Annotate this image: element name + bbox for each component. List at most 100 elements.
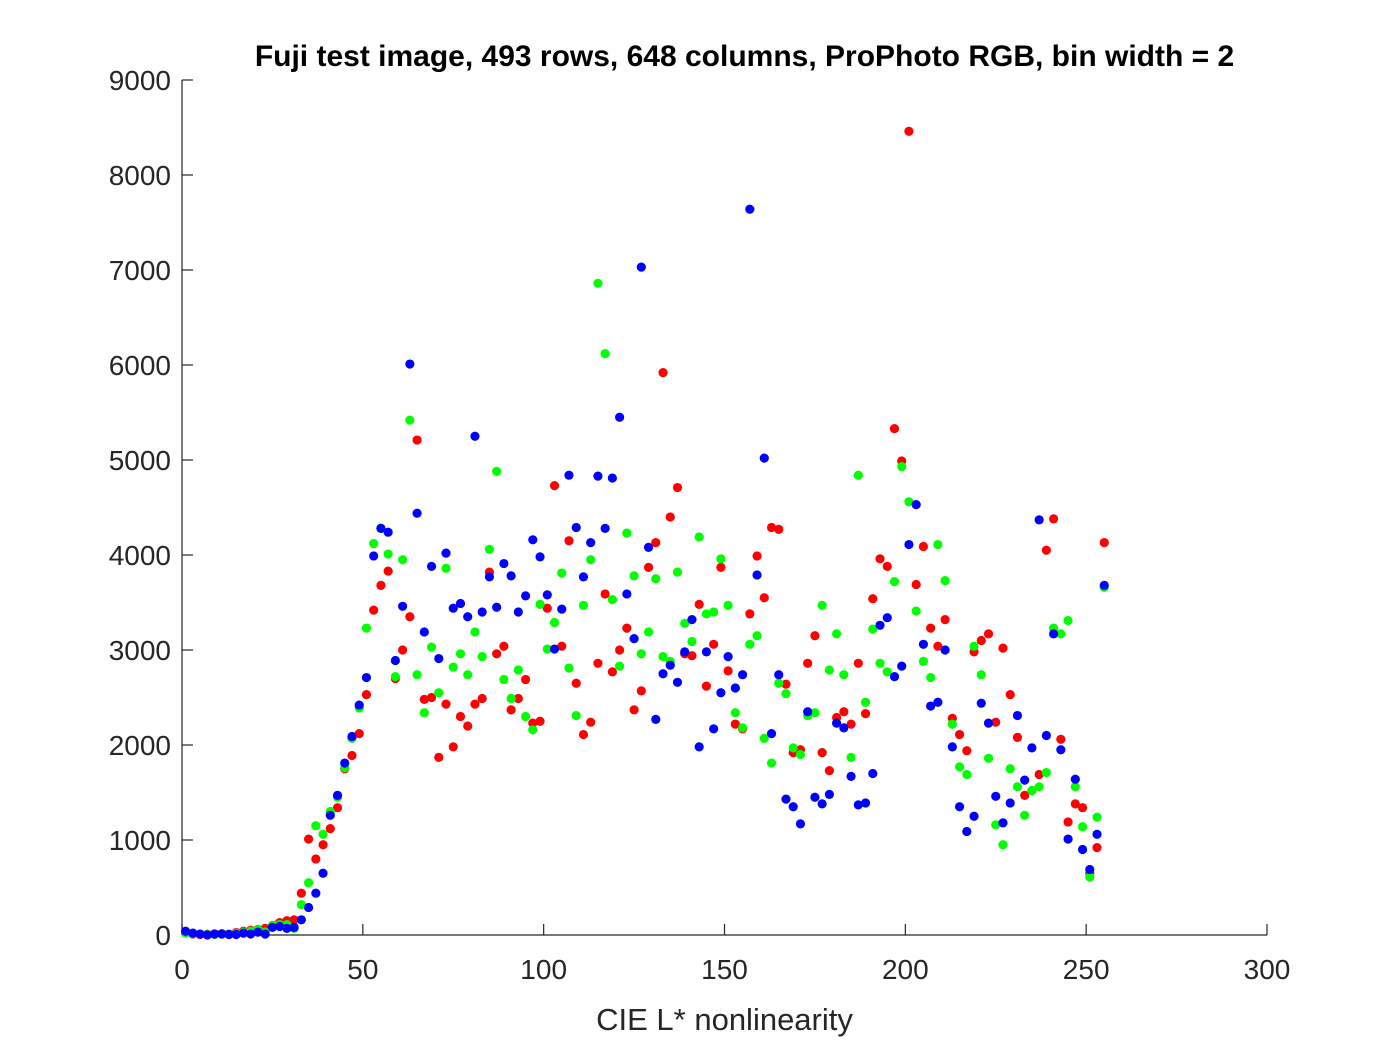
data-point [426, 692, 437, 703]
data-point [607, 667, 617, 677]
data-point [759, 733, 769, 743]
data-point [318, 868, 328, 878]
data-point [419, 627, 429, 637]
data-point [766, 758, 777, 768]
data-point [853, 658, 863, 668]
y-tick-label: 3000 [109, 635, 171, 666]
data-point [600, 589, 610, 599]
data-point [1092, 829, 1102, 839]
data-point [354, 729, 364, 739]
y-tick-label: 2000 [109, 730, 171, 761]
data-point [774, 670, 784, 680]
data-point [246, 929, 256, 939]
data-point [680, 618, 690, 629]
data-point [463, 612, 473, 622]
data-point [940, 615, 950, 625]
data-point [781, 689, 791, 699]
data-point [962, 826, 972, 837]
data-point [940, 645, 950, 655]
data-point [672, 677, 683, 687]
data-point [803, 707, 813, 717]
data-point [687, 636, 697, 647]
data-point [1020, 775, 1030, 785]
data-point [730, 719, 740, 729]
data-point [441, 563, 451, 573]
data-point [1056, 745, 1066, 755]
data-point [434, 752, 444, 762]
data-point [1063, 817, 1073, 827]
data-point [1005, 764, 1015, 774]
data-point [904, 126, 914, 136]
data-point [911, 606, 921, 616]
data-point [832, 629, 842, 639]
x-tick-label: 250 [1063, 954, 1110, 985]
data-point [492, 466, 502, 476]
data-point [954, 729, 965, 740]
data-point [441, 699, 451, 709]
data-point [296, 900, 306, 910]
data-point [1027, 743, 1037, 753]
data-point [810, 631, 820, 641]
data-point [398, 645, 408, 655]
data-point [998, 818, 1008, 828]
data-point [875, 658, 885, 668]
data-point [499, 558, 509, 569]
data-point [752, 631, 762, 641]
data-point [759, 593, 769, 603]
data-point [940, 576, 950, 586]
axes: 0 50 100 150 200 250 300 0 1000 2000 3000 4000 5000… [109, 65, 1291, 985]
data-point [651, 574, 661, 584]
data-point [817, 600, 827, 610]
data-point [296, 915, 306, 925]
data-point [998, 643, 1008, 653]
data-point [839, 723, 849, 733]
data-point [933, 697, 943, 707]
data-point [766, 522, 777, 533]
data-point [745, 204, 755, 214]
data-point [586, 538, 596, 548]
data-point [998, 840, 1008, 850]
data-point [824, 789, 834, 800]
data-point [788, 802, 798, 812]
data-point [289, 915, 299, 925]
data-point [745, 639, 755, 649]
data-point [860, 697, 871, 707]
data-point [513, 693, 523, 704]
data-point [803, 658, 813, 668]
data-point [665, 512, 675, 522]
data-point [629, 634, 639, 644]
data-point [730, 683, 740, 693]
data-point [889, 672, 900, 682]
data-point [484, 544, 495, 554]
data-point [658, 669, 668, 679]
data-point [737, 670, 748, 680]
data-point [535, 599, 545, 610]
data-point [672, 482, 683, 493]
data-point [434, 653, 444, 664]
data-point [636, 649, 646, 659]
data-point [578, 729, 589, 740]
data-point [665, 660, 675, 670]
data-point [1012, 782, 1023, 792]
data-point [318, 840, 328, 850]
data-point [752, 570, 762, 580]
data-point [846, 771, 856, 781]
chart-title: Fuji test image, 493 rows, 648 columns, … [255, 40, 1234, 73]
data-point [651, 538, 661, 548]
data-point [477, 693, 487, 704]
data-point [1063, 615, 1073, 626]
data-point [470, 627, 480, 637]
data-point [1020, 790, 1030, 800]
data-point [311, 888, 321, 898]
x-tick-label: 0 [174, 954, 190, 985]
data-point [926, 672, 936, 683]
data-point [918, 541, 929, 552]
data-point [701, 647, 712, 657]
data-point [412, 508, 422, 518]
data-point [752, 551, 762, 561]
data-point [889, 424, 900, 434]
data-point [535, 716, 545, 726]
data-point [1056, 629, 1066, 639]
data-point [817, 799, 827, 809]
data-point [824, 665, 834, 675]
